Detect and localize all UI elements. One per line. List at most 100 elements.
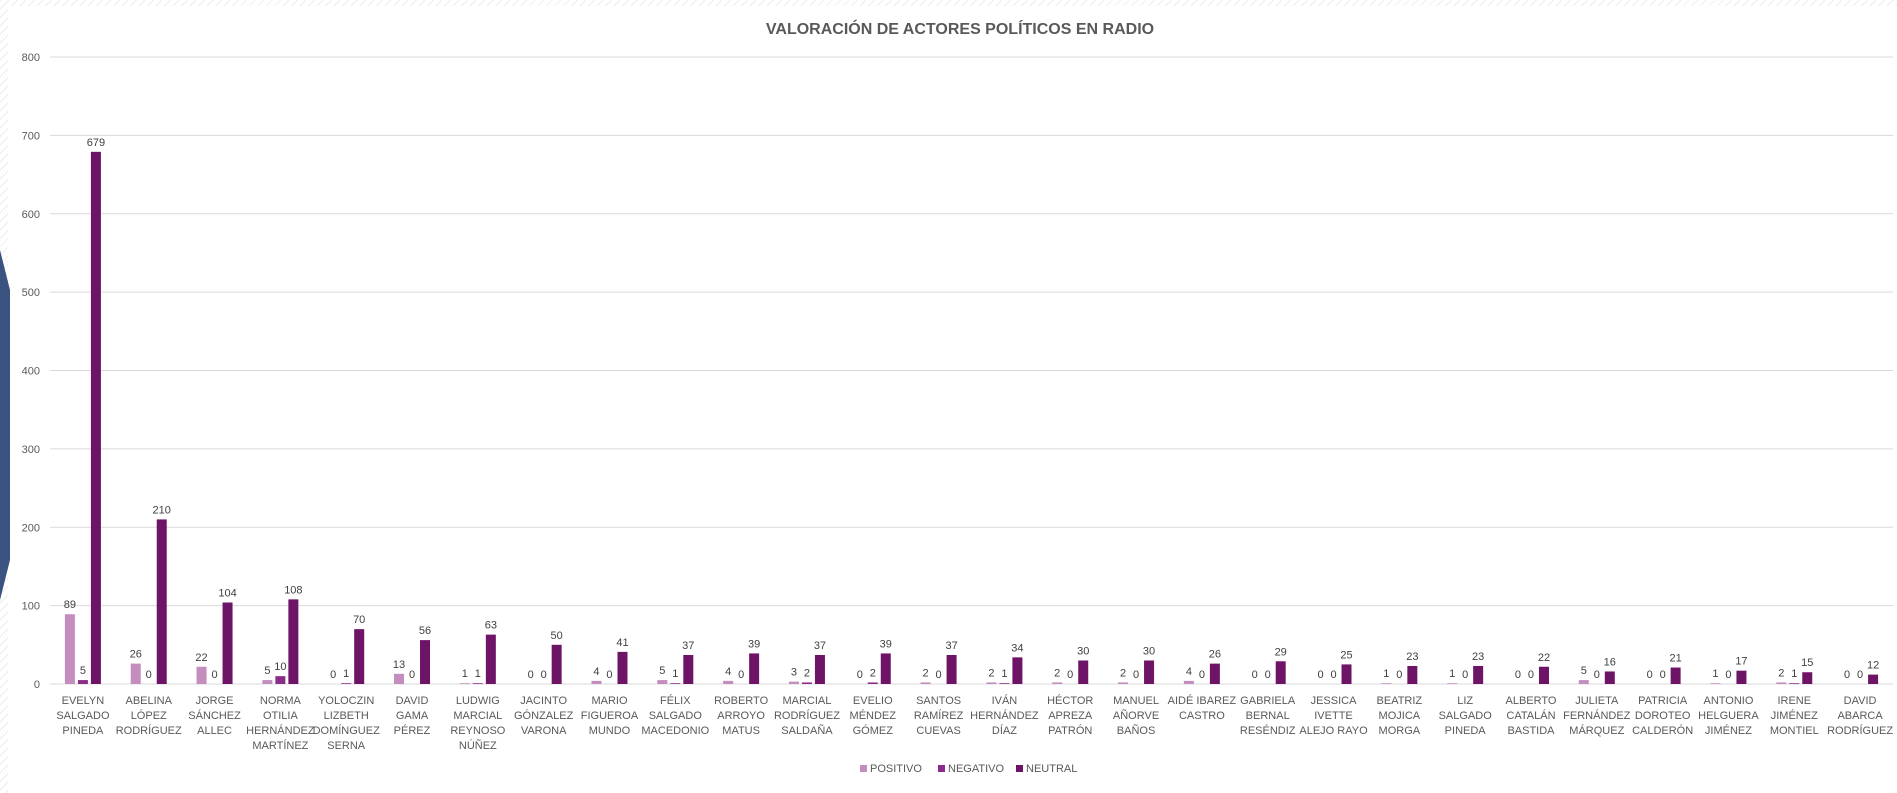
bar-positivo xyxy=(657,680,668,684)
bar-negativo xyxy=(275,676,286,684)
data-label: 17 xyxy=(1735,656,1747,668)
data-label: 1 xyxy=(1712,668,1718,680)
data-label: 4 xyxy=(1186,666,1192,678)
data-label: 5 xyxy=(264,665,270,677)
category-label: SERNA xyxy=(327,740,366,752)
data-label: 2 xyxy=(1778,667,1784,679)
data-label: 23 xyxy=(1406,651,1418,663)
bar-neutral xyxy=(1209,663,1220,684)
data-label: 56 xyxy=(419,625,431,637)
bar-positivo xyxy=(591,680,602,684)
category-label: ALLEC xyxy=(197,725,232,737)
category-label: BAÑOS xyxy=(1117,724,1156,737)
category-label: MARIO xyxy=(591,695,628,707)
category-label: MORGA xyxy=(1379,725,1421,737)
data-label: 39 xyxy=(748,638,760,650)
data-label: 13 xyxy=(393,659,405,671)
data-label: 1 xyxy=(462,668,468,680)
category-label: PATRÓN xyxy=(1048,724,1092,737)
category-label: NÚÑEZ xyxy=(459,739,497,752)
y-tick-label: 400 xyxy=(22,366,40,378)
data-label: 4 xyxy=(725,666,731,678)
data-label: 1 xyxy=(343,668,349,680)
bar-positivo xyxy=(262,680,273,684)
data-label: 0 xyxy=(146,669,152,681)
data-label: 0 xyxy=(936,669,942,681)
data-label: 39 xyxy=(880,638,892,650)
category-label: JIMÉNEZ xyxy=(1705,724,1752,737)
data-label: 26 xyxy=(1209,649,1221,661)
legend-swatch-neutral xyxy=(1016,765,1023,772)
data-label: 30 xyxy=(1077,645,1089,657)
category-label: SALGADO xyxy=(56,710,110,722)
bar-negativo xyxy=(801,682,812,684)
data-label: 108 xyxy=(284,584,302,596)
bar-neutral xyxy=(156,519,167,684)
category-label: EVELIO xyxy=(853,695,893,707)
category-label: JIMÉNEZ xyxy=(1771,709,1818,722)
category-label: HERNÁNDEZ xyxy=(246,724,315,737)
category-label: SALDAÑA xyxy=(781,724,833,737)
category-label: LIZBETH xyxy=(324,710,369,722)
data-label: 23 xyxy=(1472,651,1484,663)
data-label: 0 xyxy=(738,669,744,681)
category-label: ABELINA xyxy=(125,695,172,707)
category-label: ABARCA xyxy=(1837,710,1883,722)
bar-neutral xyxy=(617,651,628,684)
category-label: DOROTEO xyxy=(1635,710,1691,722)
bar-positivo xyxy=(1052,682,1063,684)
data-label: 5 xyxy=(1581,665,1587,677)
data-label: 0 xyxy=(1330,669,1336,681)
data-label: 2 xyxy=(1054,667,1060,679)
category-label: SÁNCHEZ xyxy=(188,709,241,722)
category-label: SALGADO xyxy=(649,710,703,722)
data-label: 25 xyxy=(1340,649,1352,661)
gridlines xyxy=(50,56,1893,685)
legend: POSITIVO NEGATIVO NEUTRAL xyxy=(860,763,1077,775)
data-label: 16 xyxy=(1604,656,1616,668)
bar-neutral xyxy=(288,599,299,684)
category-label: RODRÍGUEZ xyxy=(774,709,840,722)
bars xyxy=(64,151,1879,685)
category-label: IVETTE xyxy=(1314,710,1353,722)
y-tick-label: 500 xyxy=(22,287,40,299)
category-label: MANUEL xyxy=(1113,695,1159,707)
data-label: 0 xyxy=(1725,669,1731,681)
bar-positivo xyxy=(1118,682,1129,684)
category-label: CALDERÓN xyxy=(1632,724,1693,737)
category-label: MATUS xyxy=(722,725,760,737)
category-label: REYNOSO xyxy=(450,725,505,737)
category-label: PÉREZ xyxy=(394,724,431,737)
bar-positivo xyxy=(459,683,470,684)
bar-negativo xyxy=(77,680,88,684)
bar-neutral xyxy=(1341,664,1352,684)
bar-positivo xyxy=(1776,682,1787,684)
bar-neutral xyxy=(946,655,957,684)
y-tick-label: 800 xyxy=(22,52,40,64)
y-tick-label: 100 xyxy=(22,601,40,613)
category-label: DOMÍNGUEZ xyxy=(313,724,381,737)
bar-neutral xyxy=(222,602,233,684)
category-label: HELGUERA xyxy=(1698,710,1759,722)
legend-swatch-negativo xyxy=(938,765,945,772)
category-label: ALEJO RAYO xyxy=(1299,725,1368,737)
category-label: CUEVAS xyxy=(916,725,960,737)
category-label: CASTRO xyxy=(1179,710,1225,722)
category-label: HÉCTOR xyxy=(1047,694,1093,707)
data-label: 2 xyxy=(804,667,810,679)
bar-neutral xyxy=(1012,657,1023,684)
category-label: ROBERTO xyxy=(714,695,768,707)
bar-neutral xyxy=(1604,671,1615,684)
category-label: APREZA xyxy=(1048,710,1093,722)
bar-neutral xyxy=(749,653,760,684)
category-label: MONTIEL xyxy=(1770,725,1819,737)
data-label: 2 xyxy=(1120,667,1126,679)
data-label: 63 xyxy=(485,620,497,632)
data-label: 2 xyxy=(870,667,876,679)
data-label: 0 xyxy=(330,669,336,681)
data-label: 29 xyxy=(1275,646,1287,658)
data-label: 1 xyxy=(1449,668,1455,680)
category-label: PATRICIA xyxy=(1638,695,1688,707)
data-label: 0 xyxy=(1317,669,1323,681)
